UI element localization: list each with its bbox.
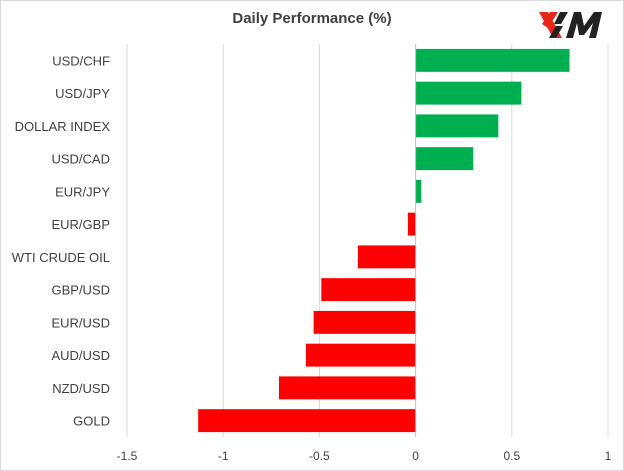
bar <box>305 343 416 367</box>
category-label: GBP/USD <box>51 283 110 298</box>
bar <box>357 245 416 269</box>
bars <box>198 48 570 433</box>
category-label: NZD/USD <box>52 381 110 396</box>
bar <box>407 212 416 236</box>
bar <box>415 147 474 171</box>
bar <box>415 48 570 72</box>
bar <box>415 81 522 105</box>
category-label: EUR/JPY <box>55 184 110 199</box>
category-label: EUR/USD <box>51 315 110 330</box>
bar <box>313 310 416 334</box>
bar <box>198 409 416 433</box>
x-tick-label: -1 <box>218 449 229 463</box>
x-tick-label: 1 <box>605 449 612 463</box>
bar <box>415 114 499 138</box>
category-labels: USD/CHF USD/JPY DOLLAR INDEX USD/CAD EUR/JPY… <box>12 53 111 428</box>
gridlines <box>126 44 609 437</box>
xm-logo <box>536 4 622 44</box>
chart-title: Daily Performance (%) <box>232 10 392 27</box>
category-label: DOLLAR INDEX <box>15 119 111 134</box>
category-label: WTI CRUDE OIL <box>12 250 110 265</box>
bar <box>321 278 416 302</box>
category-label: USD/CHF <box>52 53 110 68</box>
x-tick-label: 0 <box>412 449 419 463</box>
x-tick-label: -1.5 <box>117 449 138 463</box>
bar <box>278 376 416 400</box>
x-tick-label: 0.5 <box>503 449 520 463</box>
bar <box>415 179 422 203</box>
category-label: EUR/GBP <box>51 217 110 232</box>
x-tick-label: -0.5 <box>309 449 330 463</box>
category-label: USD/JPY <box>55 86 110 101</box>
category-label: AUD/USD <box>51 348 110 363</box>
category-label: GOLD <box>73 414 110 429</box>
x-tick-labels: -1.5 -1 -0.5 0 0.5 1 <box>117 449 612 463</box>
category-label: USD/CAD <box>51 152 110 167</box>
